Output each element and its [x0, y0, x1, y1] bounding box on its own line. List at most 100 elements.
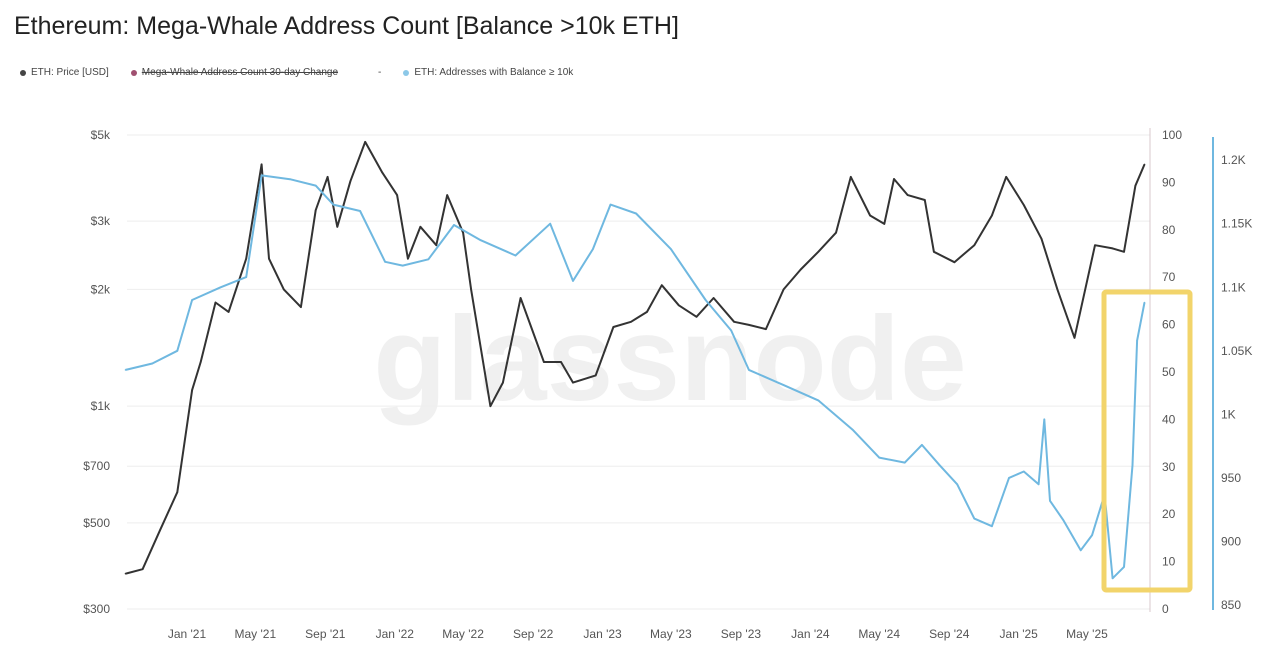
data-point	[176, 350, 179, 352]
data-point	[560, 361, 562, 363]
data-point	[973, 517, 976, 520]
y-mid-tick-label: 70	[1162, 270, 1176, 284]
y-left-tick-label: $5k	[91, 128, 111, 142]
data-point	[435, 244, 438, 246]
x-tick-label: Jan '23	[583, 627, 622, 641]
data-point	[427, 258, 430, 261]
data-point	[765, 328, 767, 330]
data-point	[592, 248, 594, 250]
data-point	[921, 444, 923, 446]
x-tick-label: Jan '21	[168, 627, 207, 641]
x-tick-label: May '22	[442, 627, 484, 641]
legend: ETH: Price [USD] Mega-Whale Address Coun…	[20, 67, 595, 78]
data-point	[479, 239, 482, 242]
data-point	[314, 209, 317, 211]
y-mid-tick-label: 30	[1162, 460, 1176, 474]
y-left-tick-label: $700	[83, 459, 110, 473]
x-tick-label: May '24	[858, 627, 900, 641]
data-point	[883, 223, 886, 225]
data-point	[670, 248, 672, 250]
x-tick-label: Sep '22	[513, 627, 554, 641]
data-point	[124, 369, 127, 371]
y-mid-tick-label: 90	[1162, 175, 1176, 189]
x-tick-label: Sep '21	[305, 627, 346, 641]
data-point	[1136, 339, 1138, 342]
data-point	[906, 194, 909, 196]
data-point	[332, 203, 335, 206]
series-line-addresses	[125, 174, 1146, 580]
watermark: glassnode	[373, 292, 967, 426]
data-point	[572, 381, 574, 384]
data-point	[1049, 499, 1051, 502]
data-point	[489, 405, 492, 407]
data-point	[176, 491, 179, 494]
data-point	[1143, 163, 1146, 166]
data-point	[268, 257, 270, 260]
data-point	[282, 288, 285, 291]
data-point	[124, 572, 127, 575]
legend-dot	[130, 69, 137, 76]
data-point	[349, 180, 352, 183]
data-point	[502, 381, 504, 384]
legend-item-addresses[interactable]: ETH: Addresses with Balance ≥ 10k	[403, 67, 573, 78]
data-point	[646, 311, 648, 313]
x-tick-label: May '23	[650, 627, 692, 641]
y-mid-tick-label: 80	[1162, 223, 1176, 237]
chart-title: Ethereum: Mega-Whale Address Count [Bala…	[14, 12, 679, 40]
data-point	[712, 297, 715, 299]
legend-label: ETH: Addresses with Balance ≥ 10k	[414, 67, 574, 78]
data-point	[612, 326, 615, 328]
data-point	[227, 311, 230, 313]
data-point	[851, 428, 854, 431]
data-point	[630, 320, 632, 323]
data-point	[326, 176, 329, 178]
data-point	[748, 369, 750, 371]
data-point	[782, 288, 785, 291]
data-point	[151, 362, 154, 365]
data-point	[1062, 519, 1064, 521]
y-left-tick-label: $300	[83, 602, 110, 616]
data-point	[543, 361, 545, 363]
y-right-tick-label: 1.05K	[1221, 344, 1252, 358]
data-point	[191, 299, 193, 301]
data-point	[314, 184, 317, 187]
data-point	[159, 529, 162, 531]
data-point	[1111, 577, 1114, 580]
data-point	[1123, 566, 1125, 568]
y-left-tick-label: $500	[83, 516, 110, 530]
data-point	[260, 163, 263, 166]
data-point	[1143, 301, 1146, 304]
y-mid-tick-label: 50	[1162, 365, 1176, 379]
data-point	[214, 301, 217, 304]
y-mid-tick-label: 40	[1162, 412, 1176, 426]
data-point	[973, 244, 976, 246]
data-point	[300, 306, 302, 308]
data-point	[549, 222, 551, 225]
data-point	[1131, 464, 1134, 466]
legend-separator: -	[378, 67, 382, 78]
data-point	[733, 320, 735, 323]
data-point	[407, 257, 409, 260]
y-left-tick-label: $2k	[91, 282, 111, 296]
legend-item-change[interactable]: Mega-Whale Address Count 30-day Change	[130, 67, 338, 78]
data-point	[199, 361, 202, 363]
data-point	[678, 304, 680, 307]
data-point	[799, 268, 802, 271]
x-tick-label: Jan '24	[791, 627, 830, 641]
data-point	[635, 212, 637, 215]
data-point	[1079, 549, 1082, 552]
data-point	[904, 461, 906, 464]
y-mid-tick-label: 20	[1162, 507, 1176, 521]
data-point	[704, 299, 707, 301]
data-point	[396, 194, 398, 196]
data-point	[609, 203, 612, 206]
data-point	[878, 456, 881, 459]
data-point	[1111, 247, 1114, 250]
data-point	[1040, 238, 1043, 240]
data-point	[1094, 244, 1096, 246]
legend-item-price[interactable]: ETH: Price [USD]	[20, 67, 109, 78]
data-point	[245, 276, 248, 278]
data-point	[1023, 470, 1025, 473]
